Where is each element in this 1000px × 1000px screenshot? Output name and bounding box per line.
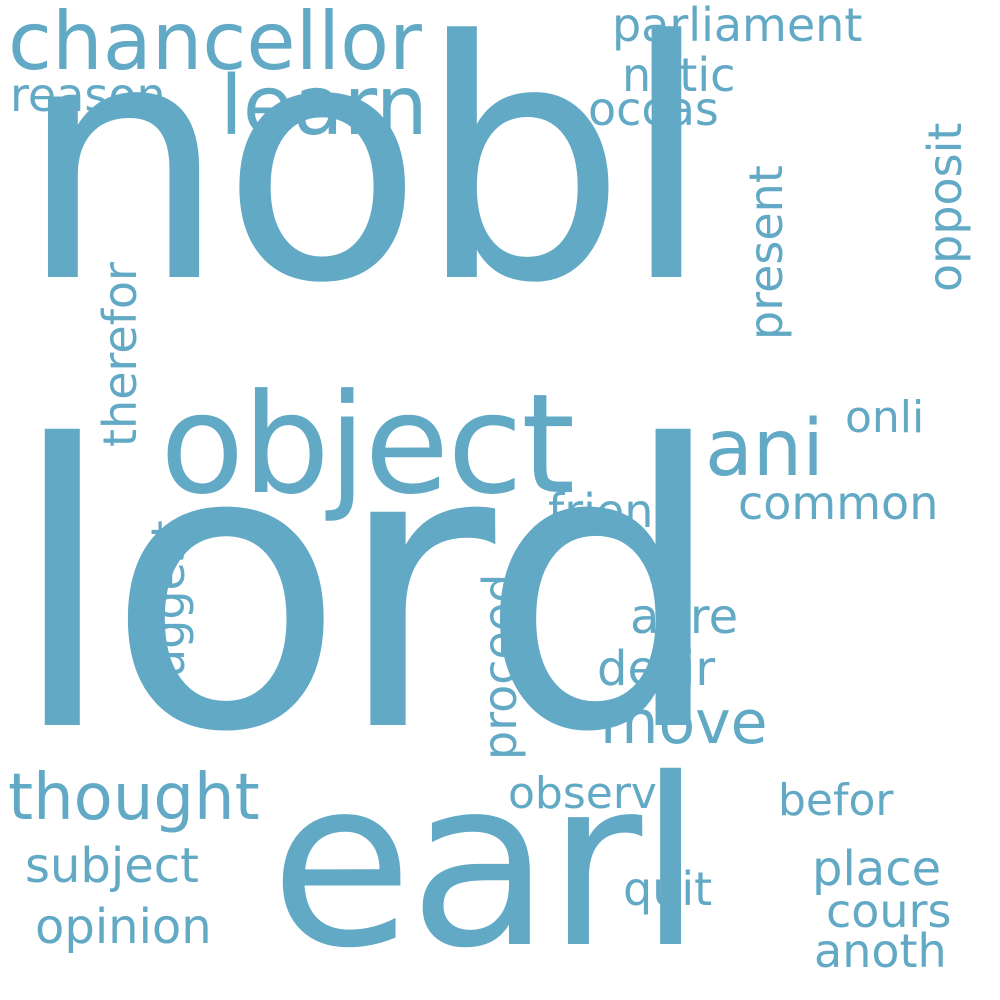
word-object: object xyxy=(160,364,575,525)
word-quit: quit xyxy=(623,862,713,916)
word-subject: subject xyxy=(25,838,199,894)
word-place: place xyxy=(812,841,942,897)
word-anoth: anoth xyxy=(814,924,947,978)
word-learn: learn xyxy=(220,59,428,154)
word-chancellor: chancellor xyxy=(8,0,422,88)
word-present: present xyxy=(739,165,793,340)
word-earl: earl xyxy=(270,729,703,999)
word-befor: befor xyxy=(778,775,894,826)
word-move: move xyxy=(600,688,768,758)
word-opposit: opposit xyxy=(918,122,972,292)
word-cours: cours xyxy=(826,884,952,938)
word-occas: occas xyxy=(588,82,719,136)
word-reason: reason xyxy=(10,68,166,122)
word-parliament: parliament xyxy=(612,0,863,52)
word-observ: observ xyxy=(508,768,657,819)
word-thought: thought xyxy=(8,761,260,835)
word-suggest: suggest xyxy=(141,520,195,702)
word-opinion: opinion xyxy=(35,899,212,955)
word-therefor: therefor xyxy=(93,262,147,447)
word-onli: onli xyxy=(845,392,925,443)
word-desir: desir xyxy=(597,641,716,697)
word-common: common xyxy=(738,476,939,530)
word-proceed: proceed xyxy=(473,573,527,760)
word-agre: agre xyxy=(630,589,739,645)
word-notic: notic xyxy=(622,48,736,102)
word-friend: friend xyxy=(548,484,683,538)
word-nobl: nobl xyxy=(18,0,712,355)
word-lord: lord xyxy=(8,363,726,817)
word-ani: ani xyxy=(705,404,824,494)
